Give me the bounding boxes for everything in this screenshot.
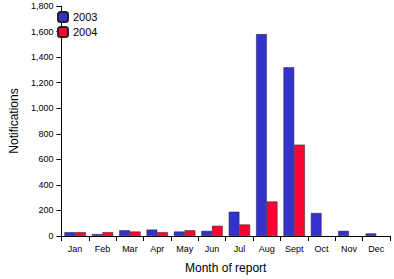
svg-text:1,200: 1,200 (31, 78, 54, 88)
svg-text:800: 800 (38, 129, 53, 139)
svg-text:2004: 2004 (73, 26, 97, 38)
svg-text:Sept: Sept (285, 244, 304, 254)
svg-text:1,800: 1,800 (31, 1, 54, 11)
svg-text:Mar: Mar (122, 244, 138, 254)
svg-text:400: 400 (38, 180, 53, 190)
svg-text:Aug: Aug (259, 244, 275, 254)
svg-text:2003: 2003 (73, 11, 97, 23)
svg-text:Jan: Jan (68, 244, 83, 254)
svg-text:1,600: 1,600 (31, 27, 54, 37)
svg-text:Month of report: Month of report (185, 261, 267, 275)
svg-text:200: 200 (38, 205, 53, 215)
svg-text:May: May (176, 244, 194, 254)
svg-text:Notifications: Notifications (7, 88, 21, 153)
svg-text:0: 0 (48, 231, 53, 241)
svg-text:Nov: Nov (341, 244, 358, 254)
svg-text:Dec: Dec (368, 244, 385, 254)
svg-text:Jun: Jun (205, 244, 220, 254)
svg-text:Feb: Feb (95, 244, 111, 254)
svg-text:1,400: 1,400 (31, 52, 54, 62)
svg-text:Apr: Apr (150, 244, 164, 254)
svg-text:Oct: Oct (315, 244, 330, 254)
svg-text:Jul: Jul (234, 244, 246, 254)
svg-text:1,000: 1,000 (31, 103, 54, 113)
svg-text:600: 600 (38, 154, 53, 164)
